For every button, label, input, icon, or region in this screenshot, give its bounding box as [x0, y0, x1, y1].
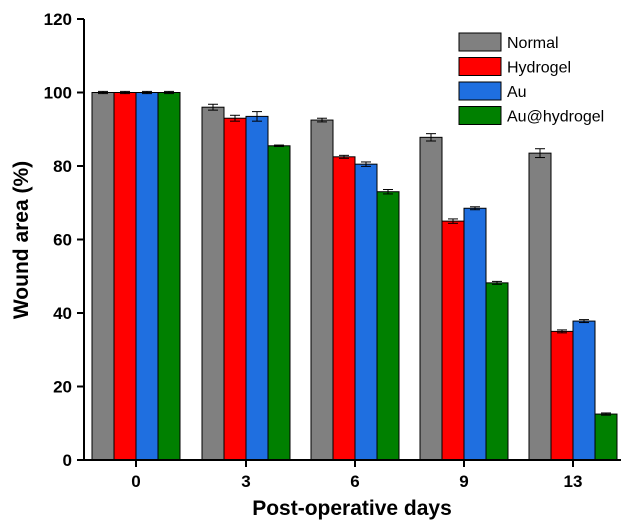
error-bar	[252, 111, 262, 122]
error-bar	[579, 319, 589, 324]
error-bar	[208, 103, 218, 111]
error-bar	[557, 329, 567, 334]
x-tick-label: 0	[131, 472, 140, 491]
bar-hydrogel-day-0	[113, 92, 137, 461]
error-bar	[274, 144, 284, 148]
error-bar	[142, 90, 152, 95]
bar-au-day-0	[135, 92, 159, 461]
x-axis-title: Post-operative days	[252, 497, 452, 520]
legend-swatch	[458, 106, 502, 125]
y-tick-label: 100	[44, 84, 72, 103]
legend-item-hydrogel: Hydrogel	[458, 57, 571, 77]
y-tick-label: 40	[53, 304, 72, 323]
legend-item-normal: Normal	[458, 32, 559, 52]
bar-hydrogel-day-6	[332, 156, 356, 461]
bar-normal-day-0	[91, 92, 115, 461]
error-bars-layer	[98, 90, 611, 416]
x-tick-label: 6	[350, 472, 359, 491]
y-tick-label: 20	[53, 378, 72, 397]
y-ticks: 0 20 40 60 80 100 120	[44, 10, 84, 470]
bar-au-day-9	[463, 207, 487, 461]
legend-item-au-hydrogel: Au@hydrogel	[458, 106, 604, 126]
x-tick-label: 9	[459, 472, 468, 491]
error-bar	[361, 161, 371, 167]
error-bar	[383, 189, 393, 195]
x-ticks: 0 3 6 9 13	[131, 460, 582, 491]
bar-au-hydrogel-day-6	[376, 191, 400, 461]
error-bar	[120, 90, 130, 95]
error-bar	[535, 148, 545, 159]
y-axis-title: Wound area (%)	[10, 161, 33, 319]
error-bar	[339, 154, 349, 159]
bar-au-hydrogel-day-9	[485, 282, 509, 461]
error-bar	[470, 206, 480, 211]
bar-au-day-3	[245, 115, 269, 461]
bar-normal-day-6	[310, 119, 334, 461]
bar-au-day-6	[354, 163, 378, 461]
bar-au-day-13	[572, 320, 596, 461]
legend-item-au: Au	[458, 81, 527, 101]
bar-hydrogel-day-9	[441, 220, 465, 461]
bar-normal-day-3	[201, 106, 225, 461]
legend-swatch	[458, 32, 502, 52]
legend-label: Au	[507, 84, 527, 101]
legend-label: Hydrogel	[507, 60, 571, 77]
bar-hydrogel-day-13	[550, 330, 574, 461]
error-bar	[164, 90, 174, 95]
error-bar	[426, 133, 436, 142]
x-tick-label: 3	[241, 472, 250, 491]
legend-label: Normal	[507, 35, 559, 52]
bar-normal-day-9	[419, 136, 443, 461]
y-tick-label: 120	[44, 10, 72, 29]
bars-layer	[91, 92, 618, 461]
error-bar	[492, 280, 502, 285]
bar-au-hydrogel-day-0	[157, 92, 181, 461]
legend: Normal Hydrogel Au Au@hydrogel	[458, 32, 604, 126]
bar-normal-day-13	[528, 152, 552, 461]
error-bar	[230, 114, 240, 122]
y-tick-label: 0	[63, 451, 72, 470]
error-bar	[601, 412, 611, 416]
legend-label: Au@hydrogel	[507, 109, 604, 126]
error-bar	[98, 90, 108, 95]
error-bar	[317, 117, 327, 123]
legend-swatch	[458, 81, 502, 101]
y-tick-label: 80	[53, 157, 72, 176]
bar-hydrogel-day-3	[223, 117, 247, 461]
legend-swatch	[458, 57, 502, 76]
error-bar	[448, 218, 458, 224]
x-tick-label: 13	[564, 472, 583, 491]
bar-au-hydrogel-day-13	[594, 413, 618, 461]
y-tick-label: 60	[53, 231, 72, 250]
bar-au-hydrogel-day-3	[267, 145, 291, 461]
